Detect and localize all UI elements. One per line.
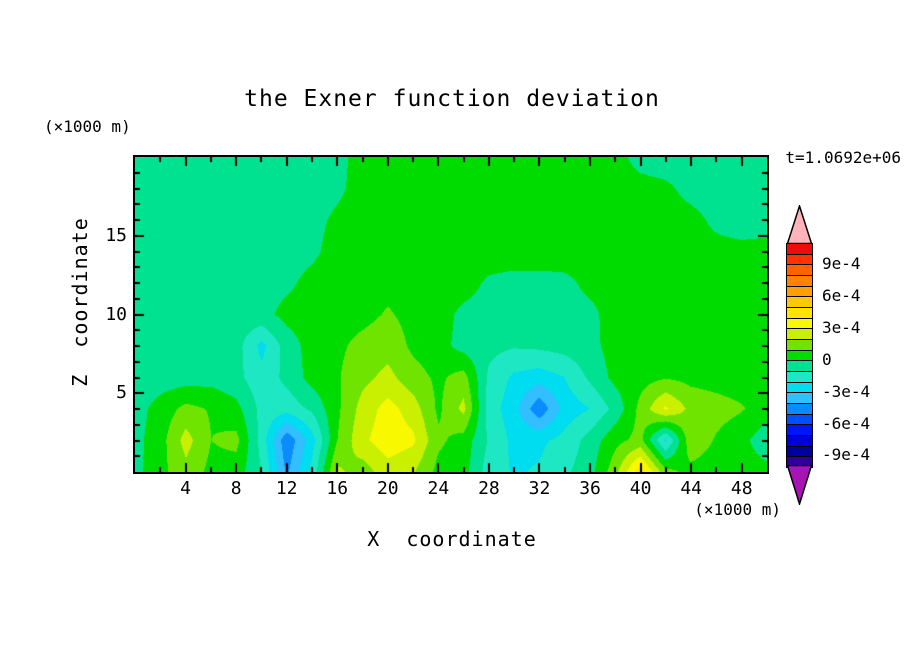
y-tick-label: 5	[116, 382, 127, 404]
x-tick-label: 4	[180, 478, 191, 499]
colorbar-segment	[787, 413, 812, 425]
y-tick-label: 15	[105, 224, 127, 246]
timestamp-label: t=1.0692e+06	[785, 148, 901, 167]
x-tick-label: 8	[230, 478, 242, 499]
x-tick-label: 28	[478, 478, 500, 499]
colorbar-segment	[787, 317, 812, 329]
plot-area	[133, 155, 769, 474]
x-tick-label: 20	[376, 478, 399, 499]
colorbar-segment	[787, 339, 812, 350]
colorbar-segment	[787, 424, 812, 436]
colorbar-tick-label: 0	[822, 349, 832, 369]
y-axis-title: Z coordinate	[68, 217, 92, 387]
colorbar-segment	[787, 456, 812, 468]
x-tick-label: 36	[579, 478, 601, 499]
colorbar-down-arrow-icon	[786, 465, 813, 505]
colorbar-segment	[787, 328, 812, 340]
colorbar-segment	[787, 392, 812, 404]
x-axis-title: X coordinate	[367, 527, 537, 551]
x-tick-label: 32	[528, 478, 551, 499]
colorbar-tick-label: -6e-4	[822, 413, 871, 433]
y-axis-units-label: (×1000 m)	[44, 117, 131, 136]
y-tick-label: 10	[105, 303, 127, 325]
x-tick-label: 24	[427, 478, 450, 499]
colorbar-segment	[787, 371, 812, 382]
page-title: the Exner function deviation	[244, 86, 660, 112]
x-tick-label: 12	[275, 478, 298, 499]
colorbar-segment	[787, 253, 812, 265]
colorbar-segment	[787, 264, 812, 276]
colorbar-segment	[787, 403, 812, 414]
colorbar-tick-label: -3e-4	[822, 381, 871, 401]
colorbar-segment	[787, 275, 812, 286]
x-tick-label: 40	[629, 478, 652, 499]
x-tick-label: 48	[730, 478, 753, 499]
colorbar-segment	[787, 349, 812, 361]
colorbar-segment	[787, 244, 812, 254]
colorbar-segment	[787, 445, 812, 457]
colorbar-segment	[787, 307, 812, 318]
x-tick-label: 16	[326, 478, 349, 499]
colorbar-tick-label: -9e-4	[822, 445, 871, 465]
colorbar-scale	[786, 243, 813, 468]
colorbar-segment	[787, 296, 812, 308]
colorbar-tick-label: 9e-4	[822, 254, 861, 274]
colorbar-up-arrow-icon	[786, 205, 813, 244]
colorbar-segment	[787, 435, 812, 446]
colorbar-tick-label: 6e-4	[822, 286, 861, 306]
colorbar-segment	[787, 381, 812, 393]
x-axis-units-label: (×1000 m)	[694, 500, 781, 519]
contour-field-canvas	[135, 157, 767, 472]
colorbar-tick-label: 3e-4	[822, 317, 861, 337]
x-tick-label: 44	[680, 478, 702, 499]
colorbar-segment	[787, 285, 812, 297]
colorbar-segment	[787, 360, 812, 372]
